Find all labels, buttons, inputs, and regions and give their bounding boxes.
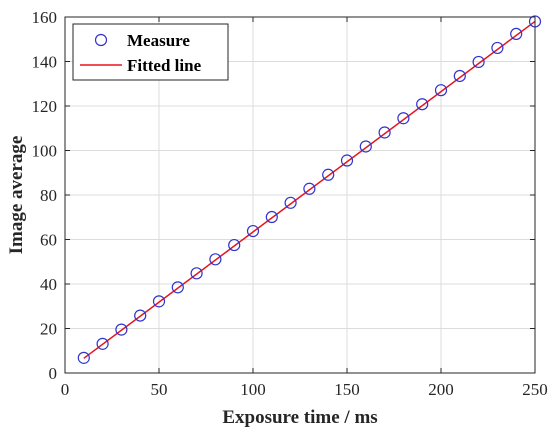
measure-point xyxy=(190,267,203,280)
x-tick-label: 100 xyxy=(240,380,266,399)
y-tick-label: 60 xyxy=(40,231,57,250)
legend-box xyxy=(72,23,229,81)
measure-point xyxy=(171,281,184,294)
measure-point xyxy=(416,98,429,111)
x-axis-title: Exposure time / ms xyxy=(222,407,377,428)
measure-series xyxy=(77,15,542,364)
measure-point xyxy=(340,154,354,167)
fitted-line-series xyxy=(83,20,536,359)
y-axis-title: Image average xyxy=(6,136,27,255)
measure-point xyxy=(359,140,372,153)
fitted-line xyxy=(83,20,536,359)
measure-point xyxy=(228,238,241,252)
measure-point xyxy=(152,295,166,308)
measure-point xyxy=(134,309,147,322)
measure-point xyxy=(453,69,466,83)
measure-point xyxy=(472,55,485,69)
legend-label-fitted: Fitted line xyxy=(127,56,202,75)
measure-point xyxy=(77,351,90,364)
y-tick-label: 100 xyxy=(32,142,58,161)
measure-point xyxy=(434,84,448,97)
y-tick-label: 20 xyxy=(40,320,57,339)
y-tick-label: 0 xyxy=(49,364,58,383)
measure-point xyxy=(265,210,278,224)
measure-point xyxy=(209,253,222,266)
measure-point xyxy=(303,182,316,195)
legend: Measure Fitted line xyxy=(72,23,229,81)
legend-label-measure: Measure xyxy=(127,31,190,50)
x-ticks: 0 50 100 150 200 250 xyxy=(61,17,548,399)
measure-point xyxy=(378,126,391,139)
measure-point xyxy=(96,337,109,350)
y-tick-label: 40 xyxy=(40,275,57,294)
y-tick-label: 140 xyxy=(32,53,58,72)
legend-marker-measure xyxy=(94,33,108,47)
x-tick-label: 200 xyxy=(428,380,454,399)
y-tick-label: 120 xyxy=(32,97,58,116)
y-tick-label: 80 xyxy=(40,186,57,205)
y-ticks: 0 20 40 60 80 100 120 140 160 xyxy=(32,8,535,383)
measure-point xyxy=(397,112,410,125)
x-tick-label: 150 xyxy=(334,380,360,399)
measure-point xyxy=(115,323,128,336)
y-tick-label: 160 xyxy=(32,8,58,27)
measure-point xyxy=(322,168,335,181)
x-tick-label: 0 xyxy=(61,380,70,399)
measure-point xyxy=(491,41,504,55)
measure-point xyxy=(510,27,523,41)
x-tick-label: 50 xyxy=(151,380,168,399)
x-tick-label: 250 xyxy=(522,380,548,399)
measure-point xyxy=(284,196,297,209)
measure-point xyxy=(246,224,260,238)
